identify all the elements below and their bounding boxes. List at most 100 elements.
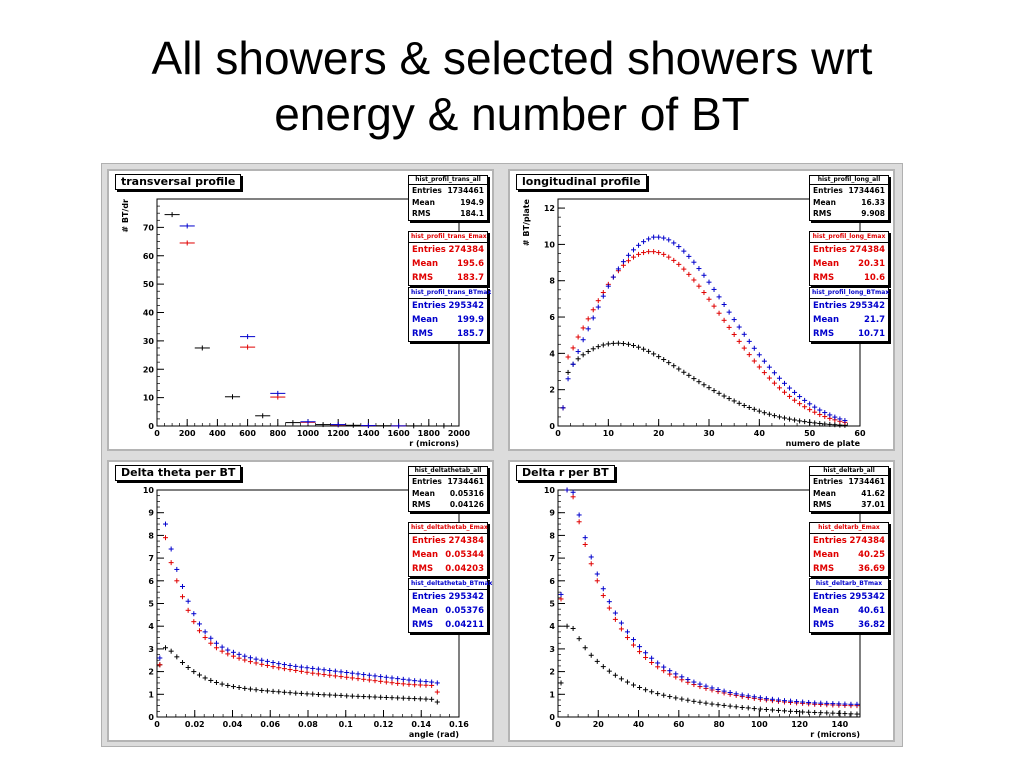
data-point-all xyxy=(174,654,180,660)
slide-title-line-2: energy & number of BT xyxy=(274,88,750,140)
data-point-btmax xyxy=(389,675,395,681)
data-point-all xyxy=(822,421,828,427)
data-point-btmax xyxy=(827,412,833,418)
x-axis-title: angle (rad) xyxy=(409,730,459,739)
stat-rms-row: RMS 0.04203 xyxy=(409,562,487,576)
data-point-all xyxy=(676,366,682,372)
statbox-name: hist_deltathetab_Emax xyxy=(409,523,488,534)
y-tick-label: 10 xyxy=(143,486,155,495)
data-point-all xyxy=(797,418,803,424)
stat-label: Entries xyxy=(813,536,847,546)
data-point-emax xyxy=(807,407,813,413)
y-tick-label: 50 xyxy=(143,280,155,289)
data-point-btmax xyxy=(830,701,836,707)
x-tick-label: 0.12 xyxy=(374,720,394,729)
y-tick-label: 4 xyxy=(549,349,555,358)
data-point-emax xyxy=(157,662,163,668)
data-point-emax xyxy=(162,535,168,541)
data-point-all xyxy=(641,346,647,352)
data-point-all xyxy=(615,340,621,346)
stat-label: Entries xyxy=(412,592,446,602)
data-point-all xyxy=(264,688,270,694)
data-point-btmax xyxy=(576,512,582,518)
data-point-btmax xyxy=(191,611,197,617)
data-point-emax xyxy=(676,261,682,267)
data-point-all xyxy=(696,379,702,385)
y-tick-label: 70 xyxy=(143,223,155,232)
stat-value: 16.33 xyxy=(861,197,885,207)
data-point-all xyxy=(769,707,775,713)
data-point-all xyxy=(344,693,350,699)
data-point-btmax xyxy=(745,693,751,699)
data-point-all xyxy=(259,687,265,693)
data-point-emax xyxy=(185,607,191,613)
data-point-all xyxy=(576,636,582,642)
data-point-btmax xyxy=(157,655,163,661)
data-point-btmax xyxy=(225,647,231,653)
data-point-btmax xyxy=(400,676,406,682)
y-tick-label: 8 xyxy=(148,531,154,540)
stat-label: Mean xyxy=(813,488,836,498)
y-tick-label: 10 xyxy=(544,240,556,249)
data-point-emax xyxy=(631,254,636,260)
data-point-emax xyxy=(580,325,586,331)
data-point-btmax xyxy=(691,679,697,685)
data-point-btmax xyxy=(817,407,823,413)
data-point-btmax xyxy=(242,653,248,659)
data-point-btmax xyxy=(434,680,440,686)
data-point-all xyxy=(686,372,692,378)
data-point-btmax xyxy=(625,252,631,258)
data-point-btmax xyxy=(395,676,401,682)
statbox-name: hist_profil_long_BTmax xyxy=(810,288,889,299)
data-point-all xyxy=(794,709,800,715)
data-point-btmax xyxy=(651,234,657,240)
data-point-all xyxy=(761,410,767,416)
stat-rms-row: RMS 185.7 xyxy=(409,327,487,341)
stat-label: RMS xyxy=(412,329,434,339)
data-point-all xyxy=(600,664,606,670)
data-point-all xyxy=(276,689,282,695)
stat-label: Entries xyxy=(813,592,847,602)
data-point-emax xyxy=(406,681,412,687)
data-point-all xyxy=(751,706,757,712)
data-point-all xyxy=(800,709,806,715)
statbox-name: hist_deltathetab_BTmax xyxy=(409,579,492,590)
data-point-emax xyxy=(696,283,702,289)
data-point-all xyxy=(661,692,667,698)
data-point-btmax xyxy=(168,546,174,552)
data-point-emax xyxy=(332,673,338,679)
data-point-all xyxy=(667,694,673,700)
x-tick-label: 0 xyxy=(555,720,561,729)
x-tick-label: 1200 xyxy=(327,429,350,438)
data-point-emax xyxy=(395,680,401,686)
data-point-btmax xyxy=(709,685,715,691)
data-point-btmax xyxy=(782,698,787,704)
x-tick-label: 0.02 xyxy=(185,720,205,729)
statbox-btmax: hist_deltarb_BTmax Entries 295342 Mean 40.… xyxy=(809,578,889,633)
data-point-btmax xyxy=(706,279,712,285)
data-point-btmax xyxy=(701,272,707,278)
data-point-btmax xyxy=(761,358,767,364)
data-point-all xyxy=(727,703,733,709)
data-point-btmax xyxy=(812,404,818,410)
x-axis-title: r (microns) xyxy=(810,730,860,739)
data-point-btmax xyxy=(832,414,838,420)
pad-delta-r: 0 20 40 60 80 100 120 140 0 1 2 3 4 5 6 7 8 9 10 r (microns… xyxy=(508,460,895,742)
data-point-all xyxy=(247,686,253,692)
data-point-all xyxy=(709,701,715,707)
data-point-emax xyxy=(641,250,647,256)
data-point-btmax xyxy=(417,678,423,684)
stat-label: Entries xyxy=(412,301,446,311)
stat-value: 0.04203 xyxy=(445,564,484,574)
stat-value: 295342 xyxy=(448,592,485,602)
stat-label: Entries xyxy=(813,245,847,255)
data-point-btmax xyxy=(412,678,418,684)
data-point-all xyxy=(564,623,570,629)
data-point-emax xyxy=(168,560,174,566)
data-point-all xyxy=(673,695,679,701)
stat-value: 36.82 xyxy=(858,620,885,630)
data-point-all xyxy=(361,694,367,700)
x-tick-label: 2000 xyxy=(448,429,471,438)
stat-mean-row: Mean 20.31 xyxy=(810,257,888,271)
statbox-name: hist_profil_trans_all xyxy=(409,176,487,185)
